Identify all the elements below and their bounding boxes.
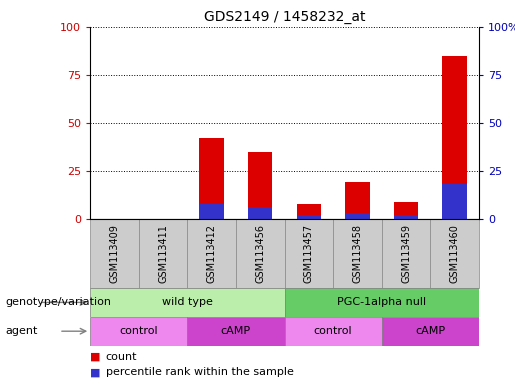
Bar (394, 202, 418, 219)
Bar (90, 288, 284, 317)
Bar (297, 215, 321, 219)
Bar (382, 219, 431, 288)
Text: GSM113456: GSM113456 (255, 224, 265, 283)
Text: percentile rank within the sample: percentile rank within the sample (106, 367, 294, 377)
Text: wild type: wild type (162, 297, 213, 308)
Bar (284, 219, 333, 288)
Text: ■: ■ (90, 352, 100, 362)
Bar (442, 184, 467, 219)
Bar (382, 317, 479, 346)
Bar (199, 138, 224, 219)
Text: GSM113459: GSM113459 (401, 224, 411, 283)
Text: GSM113411: GSM113411 (158, 224, 168, 283)
Bar (199, 204, 224, 219)
Bar (90, 317, 187, 346)
Bar (139, 219, 187, 288)
Bar (284, 317, 382, 346)
Title: GDS2149 / 1458232_at: GDS2149 / 1458232_at (204, 10, 365, 25)
Text: agent: agent (5, 326, 38, 336)
Text: cAMP: cAMP (415, 326, 445, 336)
Bar (284, 288, 479, 317)
Bar (90, 219, 139, 288)
Bar (345, 182, 370, 219)
Text: GSM113412: GSM113412 (207, 224, 217, 283)
Bar (333, 219, 382, 288)
Bar (394, 215, 418, 219)
Bar (187, 219, 236, 288)
Bar (442, 56, 467, 219)
Bar (431, 219, 479, 288)
Text: cAMP: cAMP (221, 326, 251, 336)
Bar (345, 213, 370, 219)
Bar (248, 152, 272, 219)
Bar (236, 219, 284, 288)
Bar (248, 207, 272, 219)
Text: GSM113458: GSM113458 (352, 224, 363, 283)
Text: ■: ■ (90, 367, 100, 377)
Text: control: control (314, 326, 352, 336)
Text: control: control (119, 326, 158, 336)
Text: PGC-1alpha null: PGC-1alpha null (337, 297, 426, 308)
Text: GSM113409: GSM113409 (109, 224, 119, 283)
Text: genotype/variation: genotype/variation (5, 297, 111, 308)
Text: GSM113460: GSM113460 (450, 224, 460, 283)
Bar (297, 204, 321, 219)
Text: GSM113457: GSM113457 (304, 224, 314, 283)
Text: count: count (106, 352, 137, 362)
Bar (187, 317, 284, 346)
